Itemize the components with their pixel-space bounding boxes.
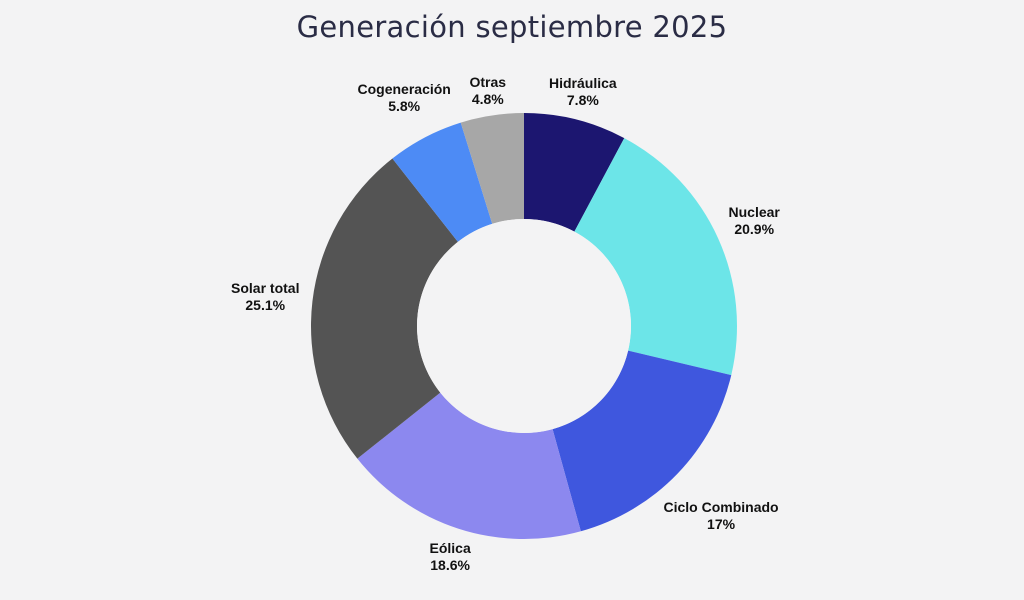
slice-otras xyxy=(460,113,524,224)
slice-label-name: Eólica xyxy=(429,540,471,556)
slice-label-value: 17% xyxy=(707,516,736,532)
chart-title: Generación septiembre 2025 xyxy=(296,10,728,44)
donut-hole xyxy=(417,219,631,433)
slice-label-cogeneracion: Cogeneración 5.8% xyxy=(358,81,451,115)
slice-label-name: Cogeneración xyxy=(357,81,451,97)
slice-nuclear xyxy=(574,138,737,376)
slice-label-value: 20.9% xyxy=(734,221,775,237)
slice-label-value: 5.8% xyxy=(388,98,421,114)
slice-label-name: Otras xyxy=(469,74,507,90)
slice-label-ciclo-combinado: Ciclo Combinado 17% xyxy=(664,499,779,533)
slice-hidraulica xyxy=(524,113,625,232)
slice-label-value: 25.1% xyxy=(245,297,286,313)
slice-label-otras: Otras 4.8% xyxy=(470,74,507,108)
slice-label-name: Solar total xyxy=(231,280,300,296)
slice-label-eolica: Eólica 18.6% xyxy=(430,540,471,574)
slice-eolica xyxy=(357,392,581,539)
slice-solar-total xyxy=(311,158,458,459)
slice-label-solar-total: Solar total 25.1% xyxy=(231,280,299,314)
slice-label-value: 18.6% xyxy=(430,557,470,573)
slice-ciclo-combinado xyxy=(552,350,732,532)
slice-label-value: 4.8% xyxy=(471,91,504,107)
slice-label-name: Hidráulica xyxy=(549,75,617,91)
slice-label-name: Ciclo Combinado xyxy=(663,499,779,515)
slice-label-name: Nuclear xyxy=(728,204,780,220)
slice-label-hidraulica: Hidráulica 7.8% xyxy=(549,75,617,109)
slice-cogeneracion xyxy=(392,122,493,242)
slice-label-value: 7.8% xyxy=(566,92,599,108)
slice-label-nuclear: Nuclear 20.9% xyxy=(729,204,780,238)
